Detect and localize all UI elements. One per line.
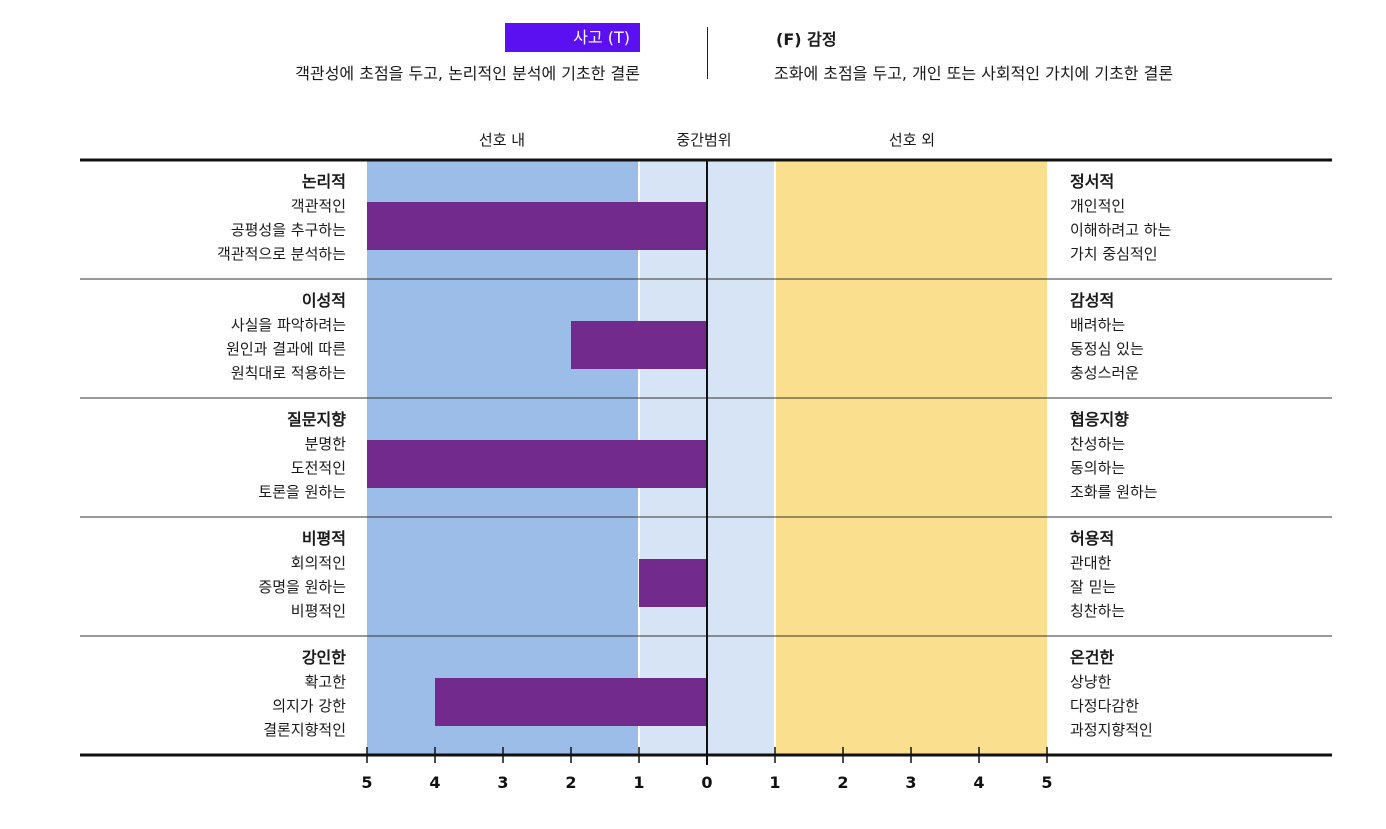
trait-title: 협응지향 [1070, 410, 1129, 429]
tick-label: 5 [1041, 773, 1052, 792]
tick-label: 3 [497, 773, 508, 792]
trait-title: 온건한 [1070, 648, 1115, 667]
tick-label: 3 [905, 773, 916, 792]
thinking-title: 사고 (T) [505, 23, 640, 52]
trait-item: 토론을 원하는 [258, 483, 346, 501]
feeling-description: 조화에 초점을 두고, 개인 또는 사회적인 가치에 기초한 결론 [774, 64, 1174, 83]
bar-5 [435, 678, 707, 726]
bar-2 [571, 321, 707, 369]
trait-item: 비평적인 [290, 602, 346, 620]
trait-item: 다정다감한 [1070, 697, 1140, 715]
tick-label: 4 [973, 773, 984, 792]
tick-label: 1 [769, 773, 780, 792]
feeling-title: (F) 감정 [776, 30, 837, 49]
thinking-description: 객관성에 초점을 두고, 논리적인 분석에 기초한 결론 [295, 64, 640, 83]
tick-label: 0 [701, 773, 712, 792]
trait-item: 칭찬하는 [1070, 602, 1126, 620]
zone-label-middle: 중간범위 [676, 131, 732, 149]
trait-item: 공평성을 추구하는 [230, 221, 346, 239]
zone-label-nonpreferred: 선호 외 [888, 131, 936, 149]
trait-item: 조화를 원하는 [1070, 483, 1158, 501]
trait-item: 원인과 결과에 따른 [226, 340, 346, 358]
tick-label: 5 [361, 773, 372, 792]
trait-item: 개인적인 [1070, 197, 1126, 215]
trait-title: 논리적 [301, 172, 346, 191]
tick-label: 1 [633, 773, 644, 792]
bar-1 [367, 202, 707, 250]
trait-item: 이해하려고 하는 [1070, 221, 1172, 239]
tick-label: 2 [565, 773, 576, 792]
trait-item: 동정심 있는 [1070, 340, 1144, 358]
trait-item: 관대한 [1070, 554, 1112, 572]
trait-item: 사실을 파악하려는 [230, 316, 346, 334]
trait-item: 증명을 원하는 [258, 578, 346, 596]
trait-item: 회의적인 [290, 554, 346, 572]
trait-item: 잘 믿는 [1070, 578, 1117, 596]
trait-title: 감성적 [1070, 291, 1115, 310]
bar-4 [639, 559, 707, 607]
trait-item: 원칙대로 적용하는 [230, 364, 346, 382]
trait-title: 정서적 [1070, 172, 1115, 191]
trait-item: 객관적인 [290, 197, 346, 215]
trait-item: 찬성하는 [1070, 435, 1126, 453]
trait-item: 결론지향적인 [263, 721, 346, 739]
tick-label: 4 [429, 773, 440, 792]
trait-item: 충성스러운 [1070, 364, 1140, 382]
zone-label-preferred: 선호 내 [478, 131, 526, 149]
trait-item: 확고한 [304, 673, 346, 691]
trait-item: 배려하는 [1070, 316, 1126, 334]
trait-item: 도전적인 [290, 459, 346, 477]
trait-item: 분명한 [304, 435, 346, 453]
trait-item: 객관적으로 분석하는 [217, 245, 346, 263]
trait-title: 허용적 [1070, 529, 1115, 548]
trait-item: 상냥한 [1070, 673, 1112, 691]
tick-label: 2 [837, 773, 848, 792]
bar-3 [367, 440, 707, 488]
nonpreferred-zone [775, 160, 1047, 755]
trait-title: 이성적 [301, 291, 346, 310]
trait-item: 동의하는 [1070, 459, 1126, 477]
trait-title: 질문지향 [287, 410, 346, 429]
trait-item: 가치 중심적인 [1070, 245, 1158, 263]
header-divider [707, 27, 708, 79]
trait-title: 비평적 [301, 529, 346, 548]
trait-item: 의지가 강한 [272, 697, 346, 715]
trait-title: 강인한 [301, 648, 346, 667]
trait-item: 과정지향적인 [1070, 721, 1153, 739]
